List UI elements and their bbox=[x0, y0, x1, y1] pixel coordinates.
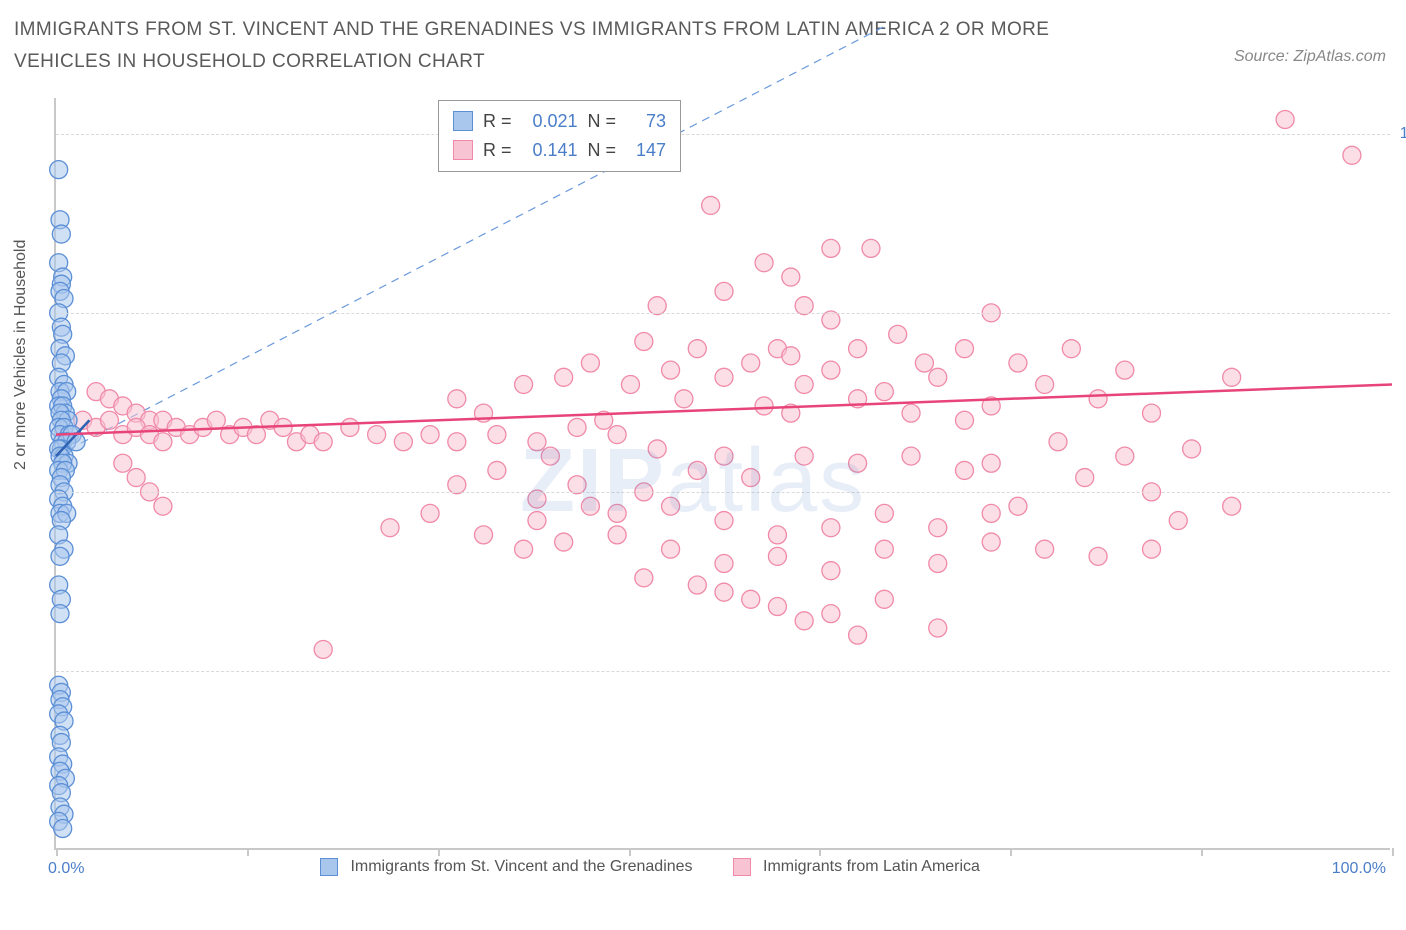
y-tick-label: 100.0% bbox=[1400, 125, 1406, 143]
legend-swatch-b bbox=[733, 858, 751, 876]
stats-n-label: N = bbox=[588, 107, 617, 136]
stats-n-label-b: N = bbox=[588, 136, 617, 165]
legend-bottom: Immigrants from St. Vincent and the Gren… bbox=[320, 858, 980, 876]
legend-swatch-a bbox=[320, 858, 338, 876]
x-tick bbox=[1392, 848, 1394, 856]
stats-r-label: R = bbox=[483, 107, 512, 136]
x-tick bbox=[1010, 848, 1012, 856]
stats-r-a: 0.021 bbox=[522, 107, 578, 136]
gridline bbox=[56, 492, 1390, 493]
stats-box: R = 0.021 N = 73 R = 0.141 N = 147 bbox=[438, 100, 681, 172]
source-attribution: Source: ZipAtlas.com bbox=[1234, 48, 1386, 66]
stats-r-label-b: R = bbox=[483, 136, 512, 165]
x-tick bbox=[247, 848, 249, 856]
gridline bbox=[56, 671, 1390, 672]
stats-n-b: 147 bbox=[626, 136, 666, 165]
plot-area: 25.0%50.0%75.0%100.0% bbox=[54, 98, 1390, 850]
legend-item-b: Immigrants from Latin America bbox=[733, 858, 980, 876]
stats-n-a: 73 bbox=[626, 107, 666, 136]
chart-title: IMMIGRANTS FROM ST. VINCENT AND THE GREN… bbox=[14, 14, 1114, 79]
gridline bbox=[56, 134, 1390, 135]
chart-svg bbox=[56, 98, 1390, 848]
gridline bbox=[56, 313, 1390, 314]
stats-row-a: R = 0.021 N = 73 bbox=[453, 107, 666, 136]
legend-label-a: Immigrants from St. Vincent and the Gren… bbox=[350, 858, 692, 875]
legend-item-a: Immigrants from St. Vincent and the Gren… bbox=[320, 858, 693, 876]
stats-swatch-b bbox=[453, 140, 473, 160]
x-tick bbox=[819, 848, 821, 856]
x-axis-max-label: 100.0% bbox=[1332, 860, 1386, 878]
x-tick bbox=[438, 848, 440, 856]
stats-swatch-a bbox=[453, 111, 473, 131]
legend-label-b: Immigrants from Latin America bbox=[763, 858, 980, 875]
stats-row-b: R = 0.141 N = 147 bbox=[453, 136, 666, 165]
stats-r-b: 0.141 bbox=[522, 136, 578, 165]
x-axis-min-label: 0.0% bbox=[48, 860, 84, 878]
x-tick bbox=[56, 848, 58, 856]
y-axis-label: 2 or more Vehicles in Household bbox=[12, 240, 30, 470]
x-tick bbox=[629, 848, 631, 856]
x-tick bbox=[1201, 848, 1203, 856]
